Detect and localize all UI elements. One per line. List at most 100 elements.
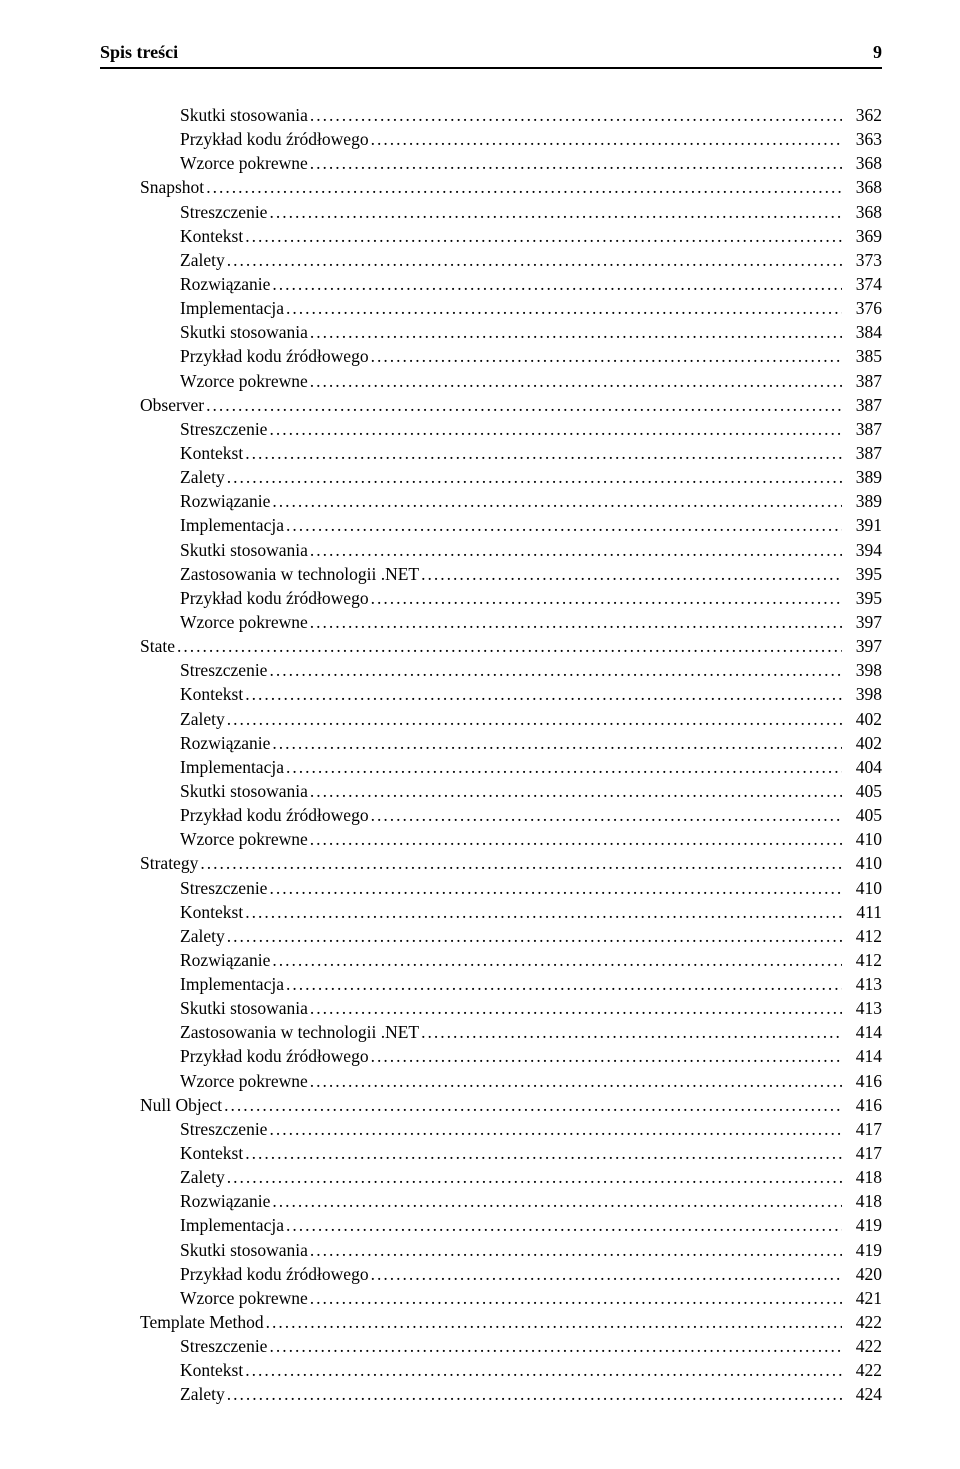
toc-entry: Null Object416 — [100, 1093, 882, 1117]
toc-entry: Wzorce pokrewne397 — [100, 610, 882, 634]
toc-label: Przykład kodu źródłowego — [180, 1044, 369, 1068]
toc-leader — [286, 755, 842, 779]
toc-leader — [206, 393, 842, 417]
toc-label: Streszczenie — [180, 200, 267, 224]
toc-leader — [227, 707, 842, 731]
toc-entry: Implementacja 413 — [100, 972, 882, 996]
toc-page: 419 — [844, 1238, 882, 1262]
toc-label: Wzorce pokrewne — [180, 1069, 308, 1093]
page-number: 9 — [873, 42, 882, 63]
toc-label: Skutki stosowania — [180, 996, 308, 1020]
toc-page: 395 — [844, 562, 882, 586]
toc-label: Observer — [140, 393, 204, 417]
toc-label: Skutki stosowania — [180, 320, 308, 344]
toc-leader — [286, 1213, 842, 1237]
toc-leader — [269, 200, 842, 224]
toc-leader — [371, 803, 842, 827]
toc-entry: Rozwiązanie402 — [100, 731, 882, 755]
toc-entry: Snapshot368 — [100, 175, 882, 199]
toc-page: 389 — [844, 489, 882, 513]
toc-entry: Wzorce pokrewne 387 — [100, 369, 882, 393]
toc-page: 413 — [844, 972, 882, 996]
toc-entry: Streszczenie417 — [100, 1117, 882, 1141]
toc-page: 422 — [844, 1310, 882, 1334]
toc-page: 391 — [844, 513, 882, 537]
toc-page: 385 — [844, 344, 882, 368]
toc-leader — [310, 538, 842, 562]
toc-label: Null Object — [140, 1093, 222, 1117]
toc-entry: Rozwiązanie418 — [100, 1189, 882, 1213]
toc-page: 412 — [844, 924, 882, 948]
toc-entry: Kontekst422 — [100, 1358, 882, 1382]
toc-leader — [310, 1069, 842, 1093]
toc-entry: Przykład kodu źródłowego 395 — [100, 586, 882, 610]
toc-leader — [310, 827, 842, 851]
toc-label: Zalety — [180, 465, 225, 489]
toc-page: 412 — [844, 948, 882, 972]
toc-leader — [371, 1044, 842, 1068]
toc-entry: Zastosowania w technologii .NET 395 — [100, 562, 882, 586]
toc-label: Implementacja — [180, 972, 284, 996]
toc-leader — [286, 972, 842, 996]
toc-label: Zalety — [180, 924, 225, 948]
toc-page: 387 — [844, 369, 882, 393]
toc-label: Wzorce pokrewne — [180, 151, 308, 175]
toc-leader — [310, 1238, 842, 1262]
toc-page: 398 — [844, 682, 882, 706]
toc-entry: Kontekst417 — [100, 1141, 882, 1165]
toc-leader — [310, 1286, 842, 1310]
toc-entry: Zastosowania w technologii .NET414 — [100, 1020, 882, 1044]
toc-label: Skutki stosowania — [180, 103, 308, 127]
toc-page: 395 — [844, 586, 882, 610]
toc-leader — [269, 876, 842, 900]
toc-leader — [272, 948, 842, 972]
toc-page: 389 — [844, 465, 882, 489]
toc-label: Rozwiązanie — [180, 489, 270, 513]
toc-label: Implementacja — [180, 296, 284, 320]
toc-leader — [286, 296, 842, 320]
toc-label: Przykład kodu źródłowego — [180, 586, 369, 610]
toc-label: Rozwiązanie — [180, 731, 270, 755]
toc-entry: Rozwiązanie 389 — [100, 489, 882, 513]
toc-leader — [227, 1382, 842, 1406]
toc-page: 397 — [844, 634, 882, 658]
toc-page: 405 — [844, 803, 882, 827]
toc-entry: Przykład kodu źródłowego 405 — [100, 803, 882, 827]
toc-leader — [245, 1358, 842, 1382]
toc-label: Streszczenie — [180, 1334, 267, 1358]
toc-label: Wzorce pokrewne — [180, 610, 308, 634]
toc-label: Skutki stosowania — [180, 779, 308, 803]
toc-page: 369 — [844, 224, 882, 248]
header-rule — [100, 67, 882, 69]
toc-leader — [371, 344, 842, 368]
toc-entry: Kontekst411 — [100, 900, 882, 924]
toc-entry: Skutki stosowania405 — [100, 779, 882, 803]
toc-leader — [310, 151, 842, 175]
toc-label: Przykład kodu źródłowego — [180, 803, 369, 827]
toc-label: Zastosowania w technologii .NET — [180, 1020, 419, 1044]
toc-label: Streszczenie — [180, 658, 267, 682]
toc-leader — [200, 851, 842, 875]
toc-entry: Rozwiązanie374 — [100, 272, 882, 296]
toc-label: Kontekst — [180, 224, 243, 248]
toc-entry: Strategy410 — [100, 851, 882, 875]
toc-entry: Implementacja391 — [100, 513, 882, 537]
toc-entry: Streszczenie422 — [100, 1334, 882, 1358]
toc-page: 387 — [844, 417, 882, 441]
toc-label: Wzorce pokrewne — [180, 369, 308, 393]
toc-leader — [286, 513, 842, 537]
toc-entry: Kontekst 369 — [100, 224, 882, 248]
toc-label: Przykład kodu źródłowego — [180, 1262, 369, 1286]
toc-page: 417 — [844, 1141, 882, 1165]
toc-leader — [245, 441, 842, 465]
toc-page: 422 — [844, 1358, 882, 1382]
toc-page: 421 — [844, 1286, 882, 1310]
toc-label: Wzorce pokrewne — [180, 1286, 308, 1310]
toc-leader — [269, 1117, 842, 1141]
toc-page: 362 — [844, 103, 882, 127]
toc-label: Streszczenie — [180, 1117, 267, 1141]
toc-page: 368 — [844, 151, 882, 175]
toc-label: Zastosowania w technologii .NET — [180, 562, 419, 586]
toc-label: Implementacja — [180, 755, 284, 779]
toc-label: Zalety — [180, 1165, 225, 1189]
